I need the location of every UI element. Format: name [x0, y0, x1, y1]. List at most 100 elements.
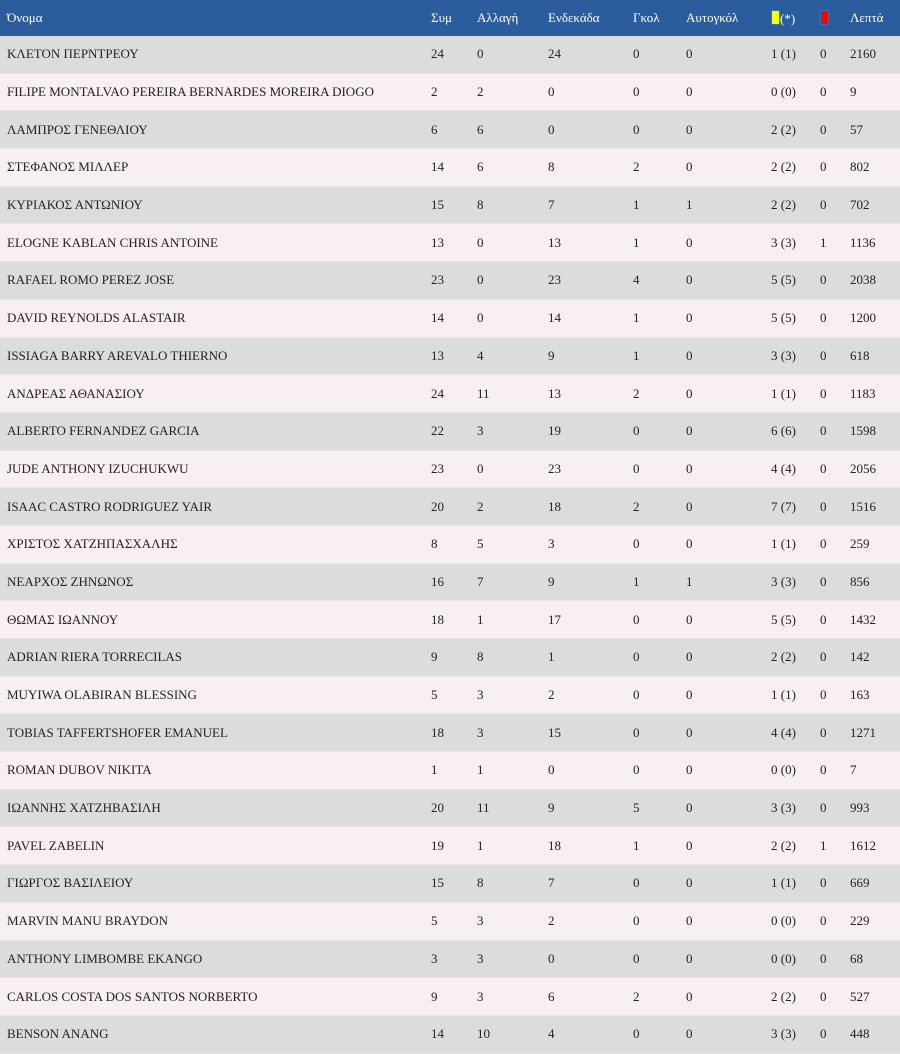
cell-player-name[interactable]: ADRIAN RIERA TORRECILAS	[0, 638, 431, 677]
table-row: ΓΙΩΡΓΟΣ ΒΑΣΙΛΕΙΟΥ 15 8 7 0 0 1 (1) 0 669	[0, 864, 900, 903]
table-row: ANTHONY LIMBOMBE EKANGO 3 3 0 0 0 0 (0) 0 68	[0, 940, 900, 979]
cell-red-cards: 0	[820, 374, 850, 413]
cell-subs: 4	[477, 337, 548, 376]
cell-own-goals: 1	[686, 563, 771, 602]
cell-apps: 6	[431, 110, 477, 150]
cell-player-name[interactable]: PAVEL ZABELIN	[0, 826, 431, 866]
cell-red-cards: 0	[820, 600, 850, 639]
cell-goals: 1	[633, 826, 686, 866]
cell-subs: 11	[477, 789, 548, 828]
header-red[interactable]	[820, 0, 850, 36]
cell-starts: 6	[548, 977, 633, 1016]
cell-starts: 0	[548, 940, 633, 979]
cell-own-goals: 0	[686, 600, 771, 639]
cell-subs: 6	[477, 110, 548, 150]
cell-subs: 7	[477, 563, 548, 602]
cell-player-name[interactable]: ΚΛΕΤΟΝ ΠΕΡΝΤΡΕΟΥ	[0, 36, 431, 74]
cell-player-name[interactable]: ISSIAGA BARRY AREVALO THIERNO	[0, 337, 431, 376]
table-row: TOBIAS TAFFERTSHOFER EMANUEL 18 3 15 0 0 4 (4)…	[0, 713, 900, 753]
cell-apps: 5	[431, 902, 477, 941]
cell-player-name[interactable]: ΣΤΕΦΑΝΟΣ ΜΙΛΛΕΡ	[0, 148, 431, 187]
cell-starts: 15	[548, 713, 633, 753]
cell-own-goals: 0	[686, 299, 771, 338]
cell-yellow-cards: 1 (1)	[771, 36, 820, 74]
cell-own-goals: 0	[686, 826, 771, 866]
cell-yellow-cards: 2 (2)	[771, 977, 820, 1016]
cell-subs: 3	[477, 940, 548, 979]
cell-red-cards: 0	[820, 902, 850, 941]
cell-apps: 16	[431, 563, 477, 602]
table-row: ΑΝΔΡΕΑΣ ΑΘΑΝΑΣΙΟΥ 24 11 13 2 0 1 (1) 0 1183	[0, 374, 900, 413]
cell-starts: 17	[548, 600, 633, 639]
cell-yellow-cards: 0 (0)	[771, 73, 820, 112]
cell-player-name[interactable]: ΧΡΙΣΤΟΣ ΧΑΤΖΗΠΑΣΧΑΛΗΣ	[0, 525, 431, 564]
header-apps[interactable]: Συμ	[431, 0, 477, 36]
cell-player-name[interactable]: ΓΙΩΡΓΟΣ ΒΑΣΙΛΕΙΟΥ	[0, 864, 431, 903]
header-name[interactable]: Όνομα	[0, 0, 431, 36]
header-minutes[interactable]: Λεπτά	[850, 0, 900, 36]
header-subs[interactable]: Αλλαγή	[477, 0, 548, 36]
cell-own-goals: 0	[686, 1015, 771, 1054]
cell-starts: 4	[548, 1015, 633, 1054]
cell-player-name[interactable]: ΛΑΜΠΡΟΣ ΓΕΝΕΘΛΙΟΥ	[0, 110, 431, 150]
cell-player-name[interactable]: CARLOS COSTA DOS SANTOS NORBERTO	[0, 977, 431, 1016]
cell-yellow-cards: 1 (1)	[771, 864, 820, 903]
cell-minutes: 1200	[850, 299, 900, 338]
cell-yellow-cards: 7 (7)	[771, 487, 820, 526]
cell-player-name[interactable]: ISAAC CASTRO RODRIGUEZ YAIR	[0, 487, 431, 526]
cell-player-name[interactable]: DAVID REYNOLDS ALASTAIR	[0, 299, 431, 338]
cell-goals: 1	[633, 563, 686, 602]
cell-player-name[interactable]: ANTHONY LIMBOMBE EKANGO	[0, 940, 431, 979]
cell-minutes: 1432	[850, 600, 900, 639]
cell-starts: 24	[548, 36, 633, 74]
cell-player-name[interactable]: ΘΩΜΑΣ ΙΩΑΝΝΟΥ	[0, 600, 431, 639]
header-starts[interactable]: Ενδεκάδα	[548, 0, 633, 36]
cell-goals: 0	[633, 36, 686, 74]
header-own-goals[interactable]: Αυτογκόλ	[686, 0, 771, 36]
header-yellow[interactable]: (*)	[771, 0, 820, 36]
cell-minutes: 618	[850, 337, 900, 376]
table-row: ADRIAN RIERA TORRECILAS 9 8 1 0 0 2 (2) 0 142	[0, 638, 900, 677]
cell-apps: 20	[431, 487, 477, 526]
cell-player-name[interactable]: ΑΝΔΡΕΑΣ ΑΘΑΝΑΣΙΟΥ	[0, 374, 431, 413]
cell-minutes: 9	[850, 73, 900, 112]
cell-minutes: 1183	[850, 374, 900, 413]
cell-player-name[interactable]: ALBERTO FERNANDEZ GARCIA	[0, 412, 431, 451]
cell-player-name[interactable]: BENSON ANANG	[0, 1015, 431, 1054]
header-goals[interactable]: Γκολ	[633, 0, 686, 36]
cell-player-name[interactable]: ROMAN DUBOV NIKITA	[0, 751, 431, 790]
cell-starts: 9	[548, 337, 633, 376]
cell-red-cards: 0	[820, 299, 850, 338]
cell-yellow-cards: 6 (6)	[771, 412, 820, 451]
cell-red-cards: 0	[820, 73, 850, 112]
cell-player-name[interactable]: TOBIAS TAFFERTSHOFER EMANUEL	[0, 713, 431, 753]
cell-red-cards: 0	[820, 676, 850, 715]
cell-player-name[interactable]: JUDE ANTHONY IZUCHUKWU	[0, 450, 431, 489]
cell-starts: 13	[548, 223, 633, 263]
cell-goals: 1	[633, 337, 686, 376]
table-row: ΚΛΕΤΟΝ ΠΕΡΝΤΡΕΟΥ 24 0 24 0 0 1 (1) 0 2160	[0, 36, 900, 74]
table-row: ISSIAGA BARRY AREVALO THIERNO 13 4 9 1 0 3 (3)…	[0, 337, 900, 376]
cell-red-cards: 0	[820, 638, 850, 677]
cell-apps: 15	[431, 186, 477, 225]
cell-goals: 2	[633, 977, 686, 1016]
cell-minutes: 229	[850, 902, 900, 941]
cell-subs: 1	[477, 751, 548, 790]
cell-own-goals: 0	[686, 902, 771, 941]
cell-apps: 14	[431, 1015, 477, 1054]
cell-apps: 18	[431, 713, 477, 753]
cell-minutes: 2038	[850, 261, 900, 300]
cell-player-name[interactable]: MARVIN MANU BRAYDON	[0, 902, 431, 941]
cell-player-name[interactable]: RAFAEL ROMO PEREZ JOSE	[0, 261, 431, 300]
cell-player-name[interactable]: ΚΥΡΙΑΚΟΣ ΑΝΤΩΝΙΟΥ	[0, 186, 431, 225]
cell-player-name[interactable]: ΙΩΑΝΝΗΣ ΧΑΤΖΗΒΑΣΙΛΗ	[0, 789, 431, 828]
cell-goals: 2	[633, 487, 686, 526]
cell-red-cards: 1	[820, 223, 850, 263]
cell-player-name[interactable]: ΝΕΑΡΧΟΣ ΖΗΝΩΝΟΣ	[0, 563, 431, 602]
cell-player-name[interactable]: ELOGNE KABLAN CHRIS ANTOINE	[0, 223, 431, 263]
table-row: ΘΩΜΑΣ ΙΩΑΝΝΟΥ 18 1 17 0 0 5 (5) 0 1432	[0, 600, 900, 639]
cell-goals: 2	[633, 148, 686, 187]
cell-player-name[interactable]: FILIPE MONTALVAO PEREIRA BERNARDES MOREI…	[0, 73, 431, 112]
cell-player-name[interactable]: MUYIWA OLABIRAN BLESSING	[0, 676, 431, 715]
cell-minutes: 993	[850, 789, 900, 828]
